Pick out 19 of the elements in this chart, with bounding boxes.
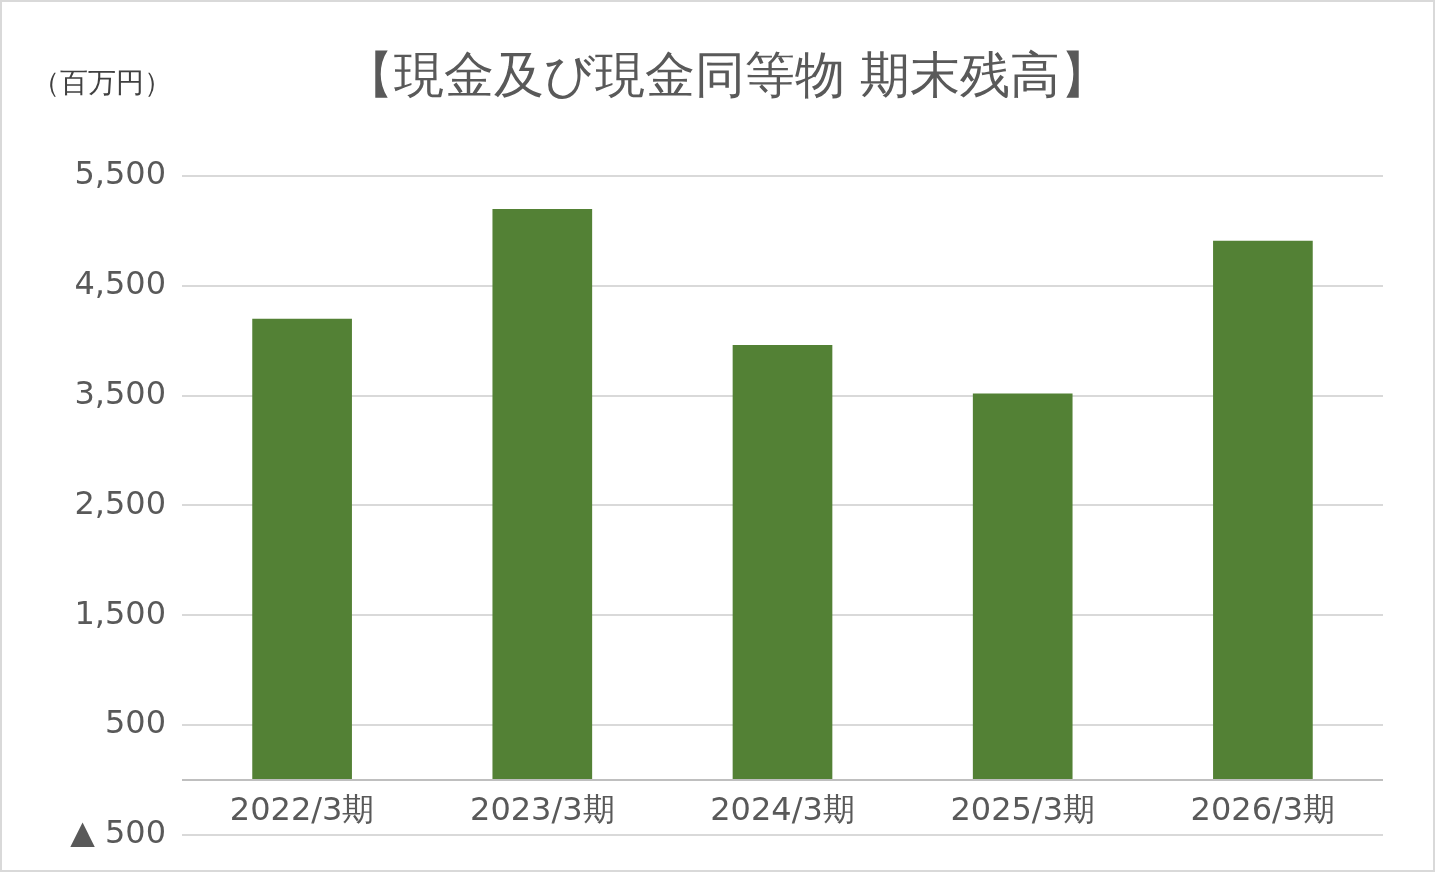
x-tick-label: 2024/3期 [710, 790, 855, 829]
y-axis-title: （百万円） [32, 65, 172, 101]
y-tick-label: 3,500 [74, 373, 166, 412]
bar [972, 393, 1073, 780]
bar [252, 318, 352, 780]
y-tick-label: 2,500 [74, 483, 166, 522]
y-tick-label: 5,500 [74, 154, 166, 193]
y-tick-label: 500 [104, 703, 166, 742]
y-tick-label: 1,500 [74, 593, 166, 632]
bar [732, 345, 833, 780]
x-tick-label: 2025/3期 [950, 790, 1095, 829]
x-tick-label: 2022/3期 [229, 790, 375, 829]
y-tick-label: 4,500 [74, 264, 166, 303]
bar [492, 208, 593, 780]
y-tick-label: ▲ 500 [70, 813, 166, 852]
bar [1213, 240, 1313, 780]
x-tick-label: 2026/3期 [1190, 790, 1336, 829]
x-tick-label: 2023/3期 [470, 790, 615, 829]
chart-title: 【現金及び現金同等物 期末残高】 [342, 45, 1112, 106]
